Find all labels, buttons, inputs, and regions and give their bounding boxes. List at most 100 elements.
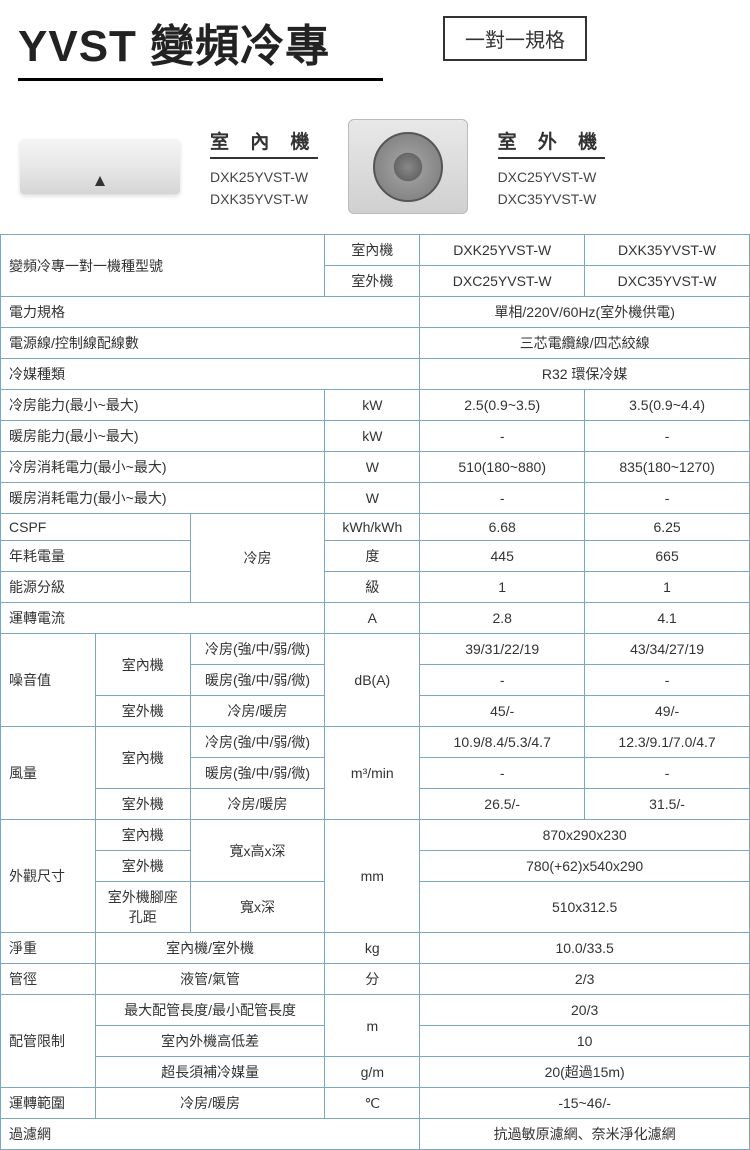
cell: 單相/220V/60Hz(室外機供電) bbox=[420, 297, 750, 328]
cell: 835(180~1270) bbox=[585, 452, 750, 483]
cell: 10.0/33.5 bbox=[420, 933, 750, 964]
cell: 級 bbox=[325, 572, 420, 603]
cell: 510x312.5 bbox=[420, 882, 750, 933]
cell: 冷房能力(最小~最大) bbox=[1, 390, 325, 421]
cell: 2/3 bbox=[420, 964, 750, 995]
cell: 室內機 bbox=[95, 634, 190, 696]
cell: 1 bbox=[585, 572, 750, 603]
table-row: 管徑 液管/氣管 分 2/3 bbox=[1, 964, 750, 995]
cell: 冷房(強/中/弱/微) bbox=[190, 727, 325, 758]
cell: 室外機 bbox=[325, 266, 420, 297]
fan-icon bbox=[373, 132, 443, 202]
cell: kW bbox=[325, 390, 420, 421]
cell: 風量 bbox=[1, 727, 96, 820]
outdoor-title: 室 外 機 bbox=[498, 127, 606, 159]
table-row: 噪音值 室內機 冷房(強/中/弱/微) dB(A) 39/31/22/19 43… bbox=[1, 634, 750, 665]
cell: m bbox=[325, 995, 420, 1057]
cell: 寬x高x深 bbox=[190, 820, 325, 882]
cell: 運轉電流 bbox=[1, 603, 325, 634]
model-header: 變頻冷專一對一機種型號 bbox=[1, 235, 325, 297]
cell: 冷房/暖房 bbox=[190, 696, 325, 727]
outdoor-unit-image bbox=[348, 119, 468, 214]
cell: 510(180~880) bbox=[420, 452, 585, 483]
cell: 超長須補冷媒量 bbox=[95, 1057, 325, 1088]
cell: m³/min bbox=[325, 727, 420, 820]
table-row: 年耗電量 度 445 665 bbox=[1, 541, 750, 572]
indoor-model-1: DXK25YVST-W bbox=[210, 169, 318, 185]
cell: R32 環保冷媒 bbox=[420, 359, 750, 390]
cell: 分 bbox=[325, 964, 420, 995]
cell: 外觀尺寸 bbox=[1, 820, 96, 933]
cell: 配管限制 bbox=[1, 995, 96, 1088]
spec-badge: 一對一規格 bbox=[443, 16, 587, 61]
cell: - bbox=[585, 665, 750, 696]
cell: 冷房消耗電力(最小~最大) bbox=[1, 452, 325, 483]
cell: CSPF bbox=[1, 514, 191, 541]
cell: 年耗電量 bbox=[1, 541, 191, 572]
cell: DXC35YVST-W bbox=[585, 266, 750, 297]
cell: 液管/氣管 bbox=[95, 964, 325, 995]
cell: 室外機 bbox=[95, 789, 190, 820]
cell: 665 bbox=[585, 541, 750, 572]
cell: 運轉範圍 bbox=[1, 1088, 96, 1119]
cell: 淨重 bbox=[1, 933, 96, 964]
cell: 20/3 bbox=[420, 995, 750, 1026]
cell: W bbox=[325, 483, 420, 514]
cell: 暖房能力(最小~最大) bbox=[1, 421, 325, 452]
cell: W bbox=[325, 452, 420, 483]
cell: 噪音值 bbox=[1, 634, 96, 727]
cell: 780(+62)x540x290 bbox=[420, 851, 750, 882]
cell: 43/34/27/19 bbox=[585, 634, 750, 665]
indoor-unit-text: 室 內 機 DXK25YVST-W DXK35YVST-W bbox=[210, 127, 318, 207]
table-row: 外觀尺寸 室內機 寬x高x深 mm 870x290x230 bbox=[1, 820, 750, 851]
cell: 26.5/- bbox=[420, 789, 585, 820]
indoor-model-2: DXK35YVST-W bbox=[210, 191, 318, 207]
cell: 室內機 bbox=[95, 727, 190, 789]
cell: - bbox=[420, 665, 585, 696]
cell: 三芯電纜線/四芯絞線 bbox=[420, 328, 750, 359]
cell: A bbox=[325, 603, 420, 634]
cell: -15~46/- bbox=[420, 1088, 750, 1119]
table-row: 暖房消耗電力(最小~最大) W - - bbox=[1, 483, 750, 514]
cell: 暖房(強/中/弱/微) bbox=[190, 758, 325, 789]
cell: 度 bbox=[325, 541, 420, 572]
table-row: 電力規格 單相/220V/60Hz(室外機供電) bbox=[1, 297, 750, 328]
cell: 20(超過15m) bbox=[420, 1057, 750, 1088]
cell: 3.5(0.9~4.4) bbox=[585, 390, 750, 421]
cell: kWh/kWh bbox=[325, 514, 420, 541]
cell: 冷房/暖房 bbox=[95, 1088, 325, 1119]
table-row: 超長須補冷媒量 g/m 20(超過15m) bbox=[1, 1057, 750, 1088]
cell: kW bbox=[325, 421, 420, 452]
cell: 暖房(強/中/弱/微) bbox=[190, 665, 325, 696]
cell: - bbox=[585, 758, 750, 789]
cell: 6.68 bbox=[420, 514, 585, 541]
indoor-title: 室 內 機 bbox=[210, 127, 318, 159]
cell: 1 bbox=[420, 572, 585, 603]
cell: DXK25YVST-W bbox=[420, 235, 585, 266]
cell: 室內機/室外機 bbox=[95, 933, 325, 964]
table-row: 運轉範圍 冷房/暖房 ℃ -15~46/- bbox=[1, 1088, 750, 1119]
cell: 室內外機高低差 bbox=[95, 1026, 325, 1057]
cell: DXK35YVST-W bbox=[585, 235, 750, 266]
cell: ℃ bbox=[325, 1088, 420, 1119]
table-row: CSPF 冷房 kWh/kWh 6.68 6.25 bbox=[1, 514, 750, 541]
cell: 過濾網 bbox=[1, 1119, 420, 1150]
table-row: 配管限制 最大配管長度/最小配管長度 m 20/3 bbox=[1, 995, 750, 1026]
outdoor-model-1: DXC25YVST-W bbox=[498, 169, 606, 185]
cell: 445 bbox=[420, 541, 585, 572]
cell: 6.25 bbox=[585, 514, 750, 541]
cell: 室外機腳座孔距 bbox=[95, 882, 190, 933]
outdoor-model-2: DXC35YVST-W bbox=[498, 191, 606, 207]
cell: 冷房/暖房 bbox=[190, 789, 325, 820]
outdoor-unit-text: 室 外 機 DXC25YVST-W DXC35YVST-W bbox=[498, 127, 606, 207]
cell: 管徑 bbox=[1, 964, 96, 995]
cell: 抗過敏原濾網、奈米淨化濾網 bbox=[420, 1119, 750, 1150]
cell: 4.1 bbox=[585, 603, 750, 634]
cell: g/m bbox=[325, 1057, 420, 1088]
cell: 870x290x230 bbox=[420, 820, 750, 851]
cell: 2.8 bbox=[420, 603, 585, 634]
cell: 室內機 bbox=[95, 820, 190, 851]
table-row: 變頻冷專一對一機種型號 室內機 DXK25YVST-W DXK35YVST-W bbox=[1, 235, 750, 266]
cell: 冷房(強/中/弱/微) bbox=[190, 634, 325, 665]
table-row: 電源線/控制線配線數 三芯電纜線/四芯絞線 bbox=[1, 328, 750, 359]
